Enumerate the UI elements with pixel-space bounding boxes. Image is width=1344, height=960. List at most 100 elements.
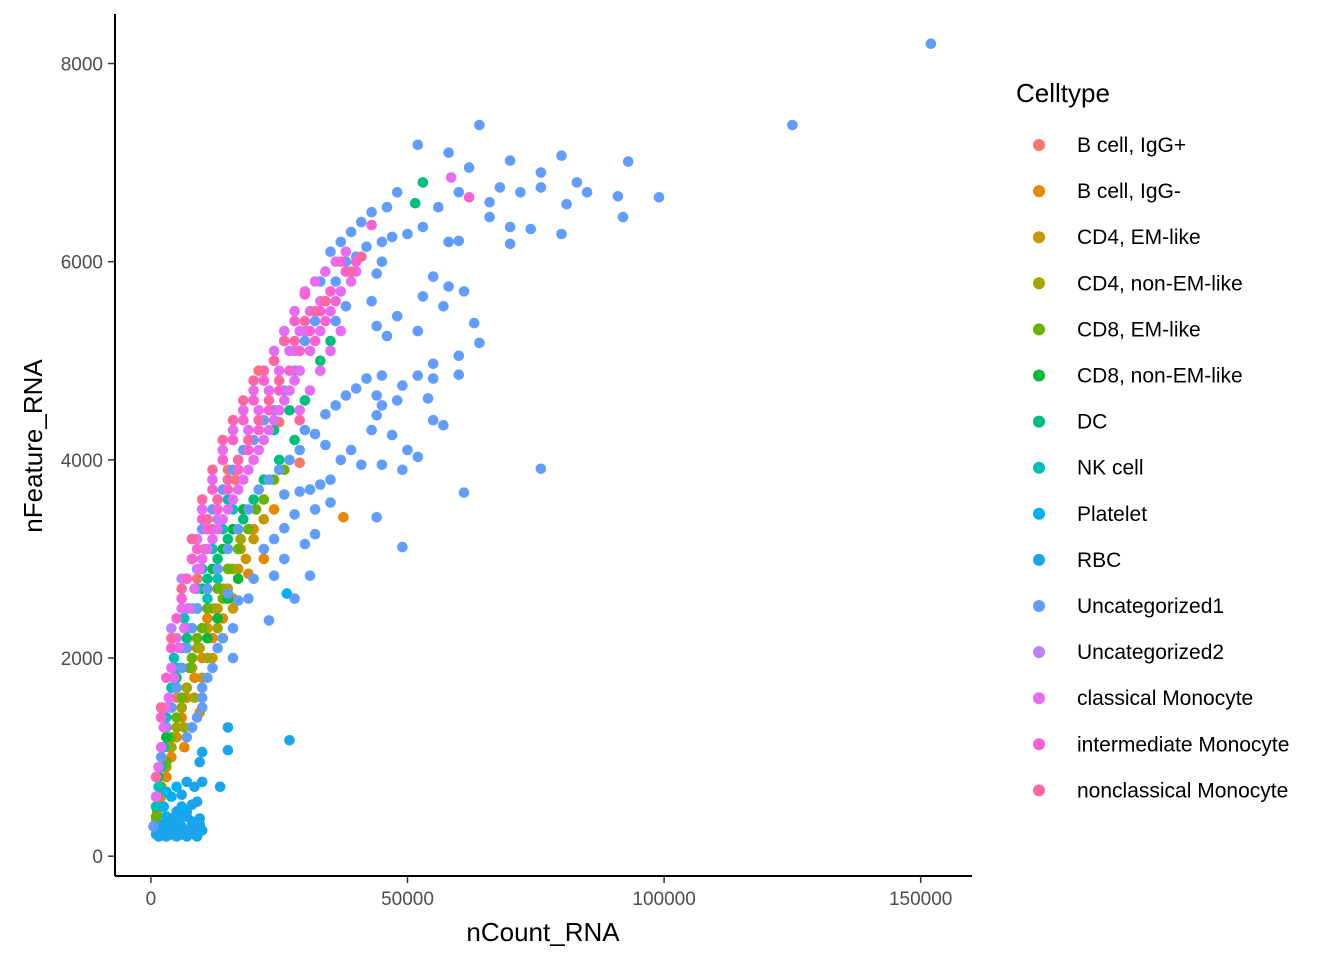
data-point (474, 119, 485, 131)
data-point (417, 177, 429, 188)
data-point (243, 593, 254, 604)
data-point (191, 831, 203, 842)
data-point (335, 236, 347, 248)
data-point (196, 692, 208, 703)
data-point (535, 182, 547, 193)
data-point (202, 583, 213, 594)
data-point (484, 211, 495, 223)
data-point (315, 355, 326, 367)
data-point (232, 573, 244, 585)
data-point (155, 712, 167, 723)
data-point (556, 150, 567, 161)
data-point (166, 741, 177, 753)
data-point (284, 345, 295, 357)
data-point (356, 251, 367, 262)
data-point (202, 514, 213, 525)
data-point (191, 642, 203, 654)
data-point (176, 702, 187, 713)
data-point (315, 479, 326, 490)
data-point (381, 201, 393, 213)
data-point (248, 494, 259, 505)
data-point (222, 543, 234, 555)
legend-label: B cell, IgG- (1077, 180, 1181, 203)
data-point (191, 632, 203, 644)
data-point (155, 741, 167, 753)
data-point (622, 156, 634, 167)
data-point (463, 162, 475, 173)
data-point (335, 454, 347, 466)
data-point (438, 301, 449, 312)
data-point (371, 512, 383, 523)
data-point (217, 632, 229, 644)
data-point (371, 268, 383, 279)
data-point (212, 504, 223, 515)
data-point (284, 365, 295, 377)
data-point (299, 315, 311, 327)
data-point (176, 603, 187, 614)
data-point (161, 672, 172, 684)
data-point (366, 296, 377, 307)
data-point (258, 553, 270, 565)
data-point (232, 454, 244, 466)
data-point (171, 613, 182, 624)
data-point (171, 712, 182, 723)
data-point (468, 317, 480, 329)
data-point (253, 444, 264, 456)
data-point (186, 623, 198, 634)
data-point (366, 219, 377, 231)
data-point (268, 345, 280, 357)
data-point (171, 682, 182, 693)
data-point (309, 504, 321, 515)
data-point (217, 514, 229, 525)
data-point (212, 523, 223, 535)
data-point (248, 375, 259, 386)
data-point (397, 464, 408, 476)
data-point (243, 424, 254, 436)
data-point (325, 305, 336, 317)
data-point (340, 246, 352, 258)
data-point (191, 543, 203, 555)
data-point (330, 400, 342, 411)
data-point (227, 424, 239, 436)
data-point (289, 593, 300, 604)
data-point (391, 310, 403, 322)
data-point (289, 315, 300, 327)
data-point (166, 623, 177, 634)
data-point (150, 791, 162, 802)
data-point (556, 228, 567, 240)
data-point (397, 541, 408, 553)
data-point (253, 484, 264, 495)
legend-key (1033, 461, 1045, 474)
data-point (315, 365, 326, 377)
data-point (196, 776, 208, 788)
data-point (173, 642, 185, 654)
data-point (535, 463, 547, 475)
data-point (284, 405, 295, 416)
data-point (371, 320, 383, 332)
legend-key (1033, 185, 1045, 198)
x-axis-title: nCount_RNA (466, 917, 620, 947)
data-point (227, 623, 239, 634)
data-point (325, 335, 336, 347)
data-point (227, 434, 239, 446)
data-point (212, 613, 223, 624)
legend-item: RBC (1033, 549, 1121, 572)
data-point (189, 781, 200, 793)
data-point (412, 325, 424, 337)
data-point (253, 424, 264, 436)
data-point (391, 395, 403, 406)
data-point (325, 497, 336, 508)
data-point (376, 400, 388, 411)
data-point (427, 414, 439, 426)
data-point (304, 484, 316, 495)
data-point (202, 543, 213, 555)
data-point (263, 474, 275, 486)
data-point (150, 811, 162, 822)
legend-label: DC (1077, 411, 1107, 434)
data-point (176, 789, 187, 801)
x-tick-label: 150000 (889, 889, 952, 910)
data-point (202, 603, 213, 614)
data-point (304, 325, 316, 337)
data-point (196, 553, 208, 565)
data-point (494, 182, 506, 193)
